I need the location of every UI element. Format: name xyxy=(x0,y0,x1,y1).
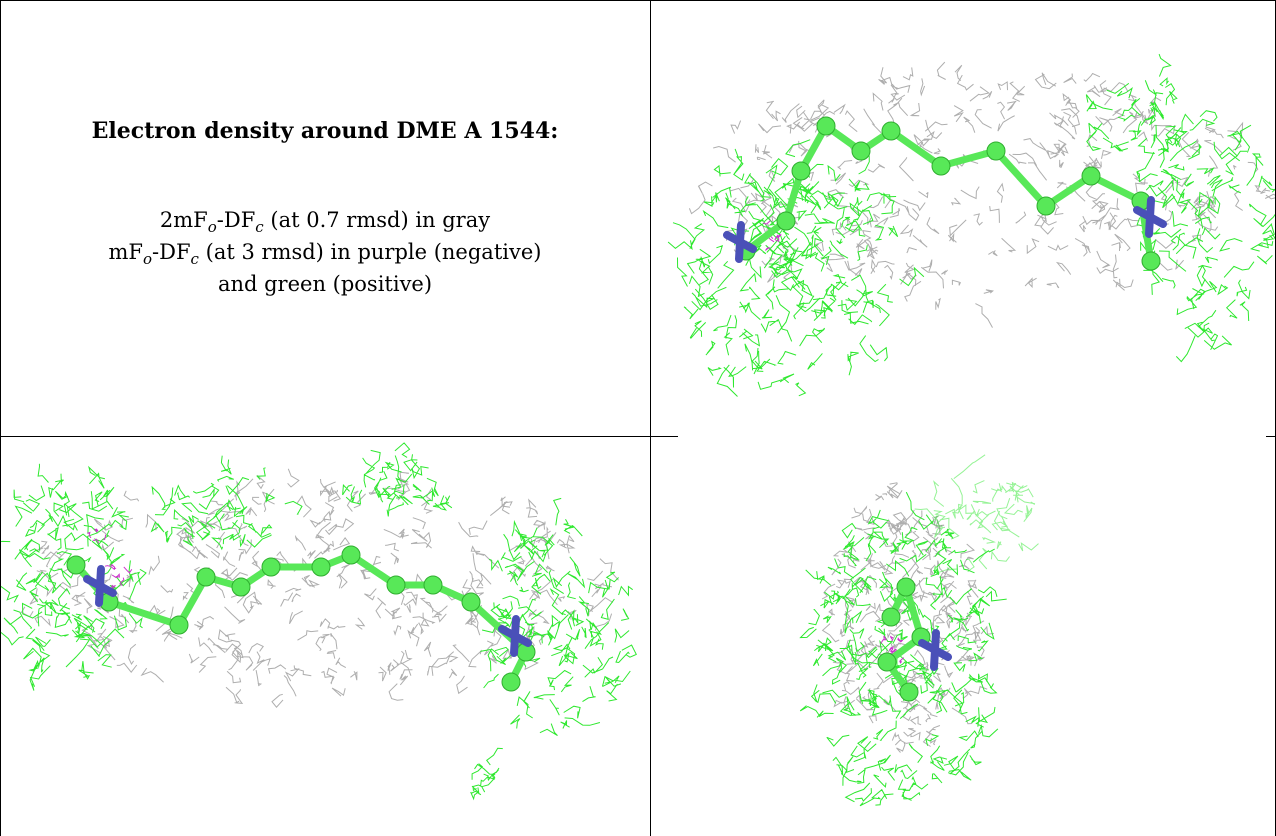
green-density-mesh xyxy=(799,491,1007,807)
ligand-chain-bottom-atom-10 xyxy=(461,592,481,612)
row-divider-tick xyxy=(1266,436,1276,437)
ligand-chain-bottom-atom-12 xyxy=(501,672,521,692)
ligand-chain-bottom-atom-9 xyxy=(423,575,443,595)
ligand-chain-top-atom-4 xyxy=(851,141,871,161)
caption-cell: Electron density around DME A 1544: 2mFo… xyxy=(0,0,650,436)
gray-density-mesh xyxy=(688,61,1275,328)
green-density-mesh-right xyxy=(480,497,637,737)
green-density-mesh-left xyxy=(667,139,869,397)
ligand-chain-top-atom-6 xyxy=(931,156,951,176)
ligand-chain-top-atom-3 xyxy=(816,116,836,136)
ligand-chain-bottom-atom-4 xyxy=(231,577,251,597)
ligand-chain-bottom-atom-5 xyxy=(261,557,281,577)
green-density-mesh-blob xyxy=(470,747,503,801)
nitrogen-right xyxy=(498,615,532,657)
green-density-mesh-center xyxy=(757,148,925,376)
nitrogen-end xyxy=(918,629,952,671)
nitrogen-left xyxy=(83,565,117,607)
caption-line-2mfo: 2mFo-DFc (at 0.7 rmsd) in gray xyxy=(159,208,491,236)
purple-density-mesh-1 xyxy=(104,564,133,591)
purple-density-mesh xyxy=(880,635,905,664)
row-divider-left xyxy=(0,436,650,437)
ligand-chain-top-atom-5 xyxy=(881,121,901,141)
ligand-chain-end-atom-4 xyxy=(899,682,919,702)
green-density-mesh-left xyxy=(1,463,147,691)
green-density-mesh-peak xyxy=(342,442,453,517)
nitrogen-right xyxy=(1133,196,1167,238)
gray-density-mesh xyxy=(20,468,619,708)
green-density-mesh-right xyxy=(1136,110,1275,363)
density-image-end-on xyxy=(799,454,1039,807)
ligand-chain-bottom-atom-6 xyxy=(311,557,331,577)
ligand-chain-top-atom-11 xyxy=(1141,251,1161,271)
caption-line-mfo: mFo-DFc (at 3 rmsd) in purple (negative) xyxy=(108,240,542,268)
ligand-chain-end-atom-3 xyxy=(877,652,897,672)
row-divider-right xyxy=(650,436,678,437)
border-top xyxy=(0,0,1276,1)
border-left xyxy=(0,0,1,836)
density-image-side-flipped xyxy=(1,442,637,801)
ligand-chain-top-atom-2 xyxy=(791,161,811,181)
ligand-chain-top-atom-1 xyxy=(776,211,796,231)
density-view-bottom-left xyxy=(1,437,650,836)
nitrogen-left xyxy=(723,221,757,263)
caption-line-green: and green (positive) xyxy=(217,272,433,296)
ligand-chain-end-atom-0 xyxy=(881,607,901,627)
density-view-top-right xyxy=(651,1,1275,436)
ligand-chain-end-atom-1 xyxy=(896,577,916,597)
density-view-bottom-right xyxy=(651,437,1275,836)
ligand-chain-top-atom-7 xyxy=(986,141,1006,161)
ligand-chain-bottom-atom-8 xyxy=(386,575,406,595)
green-density-mesh-top xyxy=(1085,53,1182,152)
ligand-chain-bottom-atom-7 xyxy=(341,545,361,565)
column-divider xyxy=(650,0,651,836)
ligand-chain-top-atom-8 xyxy=(1036,196,1056,216)
gray-density-mesh xyxy=(821,482,994,753)
green-density-mesh-top xyxy=(150,455,303,551)
density-image-side xyxy=(667,53,1275,397)
ligand-chain-bottom-bonds xyxy=(72,551,531,686)
green-density-mesh-back xyxy=(914,454,1039,574)
purple-density-mesh-2 xyxy=(87,528,107,544)
ligand-chain-bottom-atom-3 xyxy=(196,567,216,587)
ligand-chain-bottom-atom-0 xyxy=(66,555,86,575)
ligand-chain-bottom-atom-2 xyxy=(169,615,189,635)
caption-title: Electron density around DME A 1544: xyxy=(91,118,559,144)
ligand-chain-top-atom-9 xyxy=(1081,166,1101,186)
